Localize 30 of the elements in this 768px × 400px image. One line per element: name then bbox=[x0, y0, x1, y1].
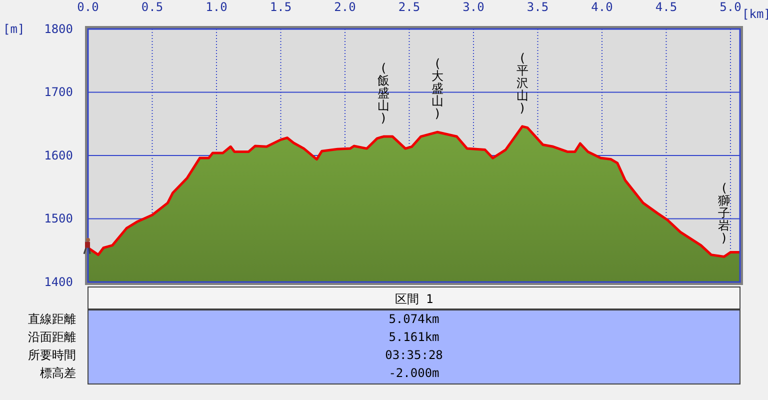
text: 5.161km bbox=[388, 330, 440, 344]
y-tick-label: 1700 bbox=[44, 85, 73, 100]
y-tick-label: 1500 bbox=[44, 212, 73, 226]
x-tick-label: 3.5 bbox=[526, 0, 549, 14]
annotation: (獅子岩) bbox=[718, 181, 730, 246]
annotation: (大盛山) bbox=[432, 56, 444, 121]
x-tick-label: 3.0 bbox=[462, 0, 484, 14]
text: 沿面距離 bbox=[28, 330, 76, 344]
y-tick-label: 1800 bbox=[44, 22, 73, 36]
y-tick-label: 1600 bbox=[44, 148, 73, 162]
text: -2.000m bbox=[388, 366, 440, 380]
x-tick-label: 2.0 bbox=[334, 0, 356, 14]
text: 区間 1 bbox=[394, 292, 434, 306]
annotation: (平沢山) bbox=[516, 50, 528, 115]
x-tick-label: 0.5 bbox=[141, 0, 164, 14]
x-tick-label: 4.5 bbox=[655, 0, 678, 14]
x-tick-label: 2.5 bbox=[398, 0, 420, 14]
x-tick-label: 4.0 bbox=[591, 0, 613, 14]
text: 所要時間 bbox=[28, 348, 76, 362]
text: 直線距離 bbox=[28, 312, 76, 326]
text: 標高差 bbox=[40, 366, 76, 380]
text: 5.074km bbox=[388, 312, 440, 326]
x-tick-label: 1.5 bbox=[270, 0, 292, 14]
x-tick-label: 5.0 bbox=[720, 0, 742, 14]
y-axis-title: [m] bbox=[3, 22, 25, 36]
x-axis-title: [km] bbox=[742, 7, 768, 21]
x-tick-label: 1.0 bbox=[206, 0, 228, 14]
y-tick-label: 1400 bbox=[44, 274, 73, 289]
x-tick-label: 0.0 bbox=[77, 0, 99, 14]
text: 03:35:28 bbox=[385, 348, 443, 362]
